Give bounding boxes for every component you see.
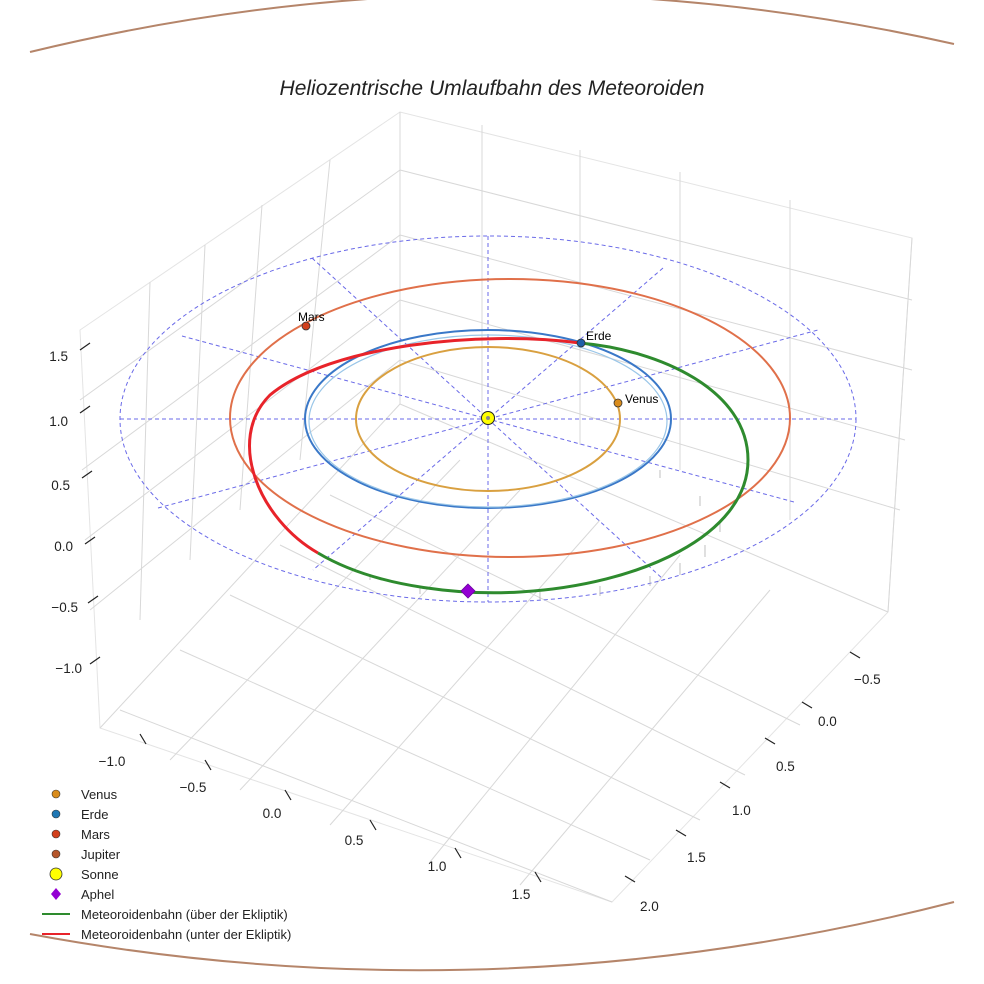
sun-core [486, 416, 490, 420]
meteoroid-orbit-below [248, 337, 581, 555]
z-tick-label: −1.0 [55, 661, 82, 676]
venus-marker [613, 398, 623, 408]
venus-orbit [355, 346, 621, 492]
projection-lines [369, 470, 721, 600]
legend-label: Mars [81, 827, 110, 842]
x-tick-labels: −1.0 −0.5 0.0 0.5 1.0 1.5 [99, 754, 531, 902]
meteoroid-orbit-above [317, 341, 750, 595]
legend-marker-jupiter [51, 849, 61, 859]
jupiter-orbit-bottom [29, 901, 955, 972]
jupiter-orbit-top [29, 0, 955, 53]
x-tick-label: 0.5 [345, 833, 364, 848]
legend-marker-erde [51, 809, 61, 819]
legend-label: Meteoroidenbahn (über der Ekliptik) [81, 907, 288, 922]
legend-marker-sonne [49, 867, 63, 881]
axis-ticks [79, 342, 861, 883]
z-tick-label: 1.5 [49, 349, 68, 364]
axes-grid [79, 111, 913, 903]
y-tick-label: 0.5 [776, 759, 795, 774]
z-tick-label: 0.5 [51, 478, 70, 493]
legend-marker-mars [51, 829, 61, 839]
chart-title: Heliozentrische Umlaufbahn des Meteoroid… [280, 77, 705, 100]
legend-marker-aphel [51, 888, 61, 900]
x-tick-label: −1.0 [99, 754, 126, 769]
y-tick-label: 1.5 [687, 850, 706, 865]
mars-marker [301, 321, 311, 331]
legend-label: Venus [81, 787, 118, 802]
legend-label: Jupiter [81, 847, 121, 862]
z-tick-labels: 1.5 1.0 0.5 0.0 −0.5 −1.0 [49, 349, 82, 676]
x-tick-label: 1.5 [512, 887, 531, 902]
earth-orbit [304, 329, 672, 509]
y-tick-labels: −0.5 0.0 0.5 1.0 1.5 2.0 [640, 672, 881, 914]
aphel-marker [460, 583, 476, 599]
earth-label: Erde [586, 329, 612, 343]
legend-label: Aphel [81, 887, 114, 902]
legend-label: Erde [81, 807, 108, 822]
earth-marker [576, 338, 586, 348]
z-tick-label: 1.0 [49, 414, 68, 429]
earth-orbit-light [308, 334, 668, 508]
y-tick-label: 1.0 [732, 803, 751, 818]
z-tick-label: −0.5 [51, 600, 78, 615]
legend-marker-venus [51, 789, 61, 799]
x-tick-label: −0.5 [180, 780, 207, 795]
legend-label: Sonne [81, 867, 119, 882]
y-tick-label: −0.5 [854, 672, 881, 687]
legend-label: Meteoroidenbahn (unter der Ekliptik) [81, 927, 291, 942]
z-tick-label: 0.0 [54, 539, 73, 554]
x-tick-label: 0.0 [263, 806, 282, 821]
venus-label: Venus [625, 392, 658, 406]
x-tick-label: 1.0 [428, 859, 447, 874]
legend: Venus Erde Mars Jupiter Sonne Aphel Mete… [42, 787, 291, 942]
y-tick-label: 2.0 [640, 899, 659, 914]
mars-label: Mars [298, 310, 325, 324]
mars-orbit [229, 278, 791, 558]
y-tick-label: 0.0 [818, 714, 837, 729]
